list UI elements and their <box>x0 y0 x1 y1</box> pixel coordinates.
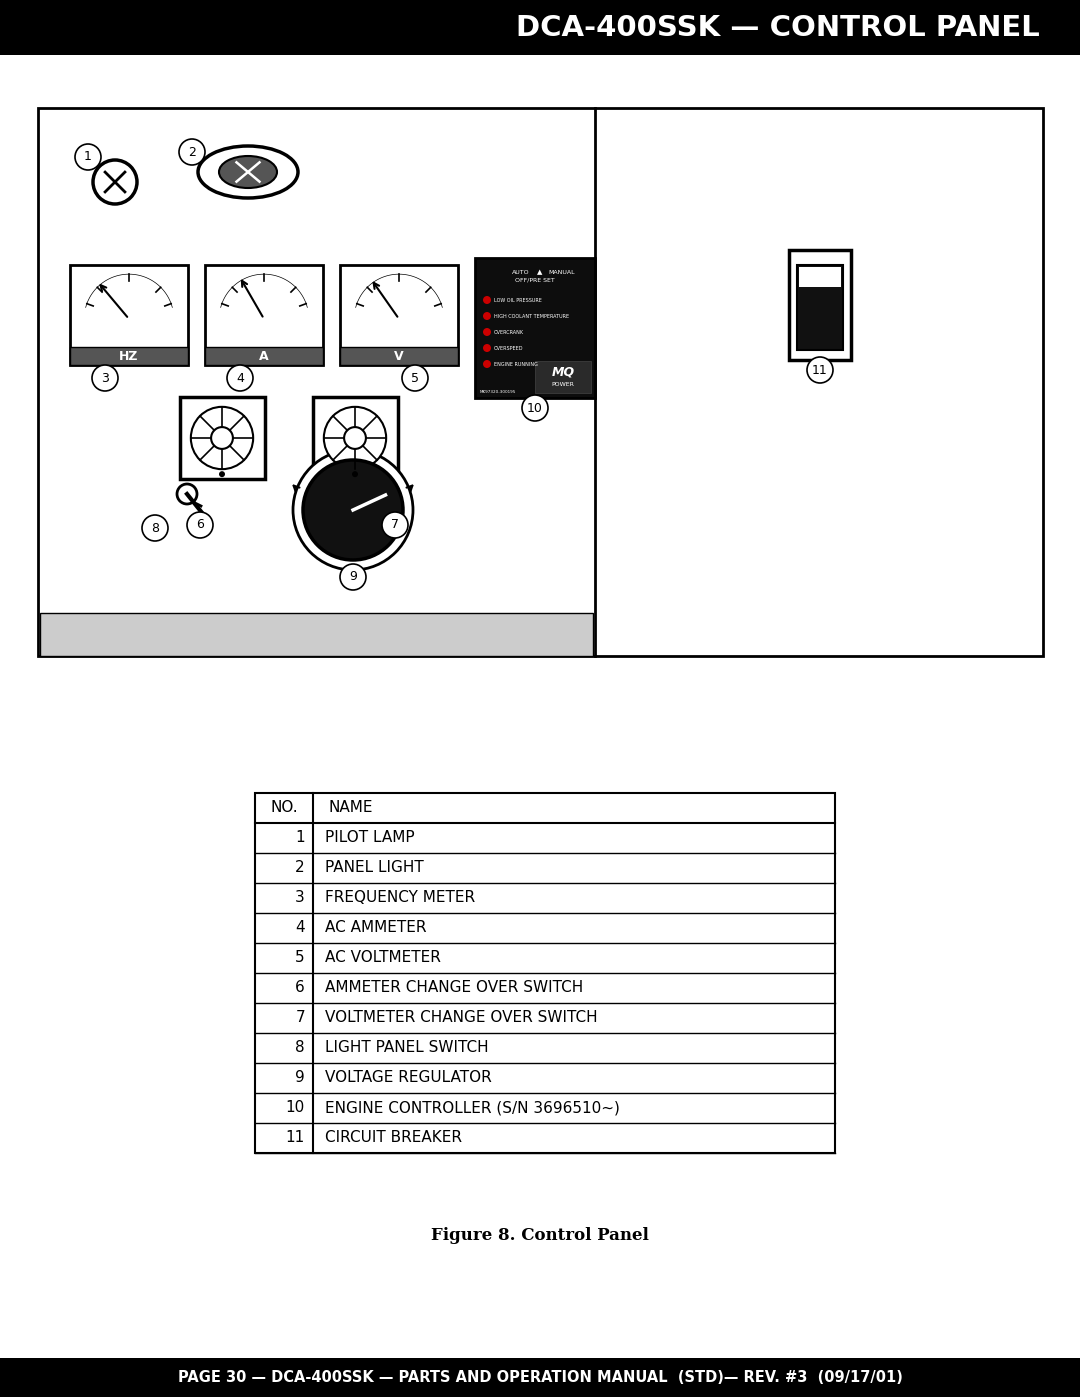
Text: 9: 9 <box>349 570 356 584</box>
Text: 11: 11 <box>286 1130 305 1146</box>
Bar <box>340 265 458 365</box>
Text: 1: 1 <box>84 151 92 163</box>
Bar <box>40 613 593 657</box>
Text: 10: 10 <box>527 401 543 415</box>
Text: 7: 7 <box>391 518 399 531</box>
Text: MK97320-300195: MK97320-300195 <box>480 390 516 394</box>
Text: 6: 6 <box>197 518 204 531</box>
Bar <box>38 108 1043 657</box>
Circle shape <box>219 471 225 478</box>
Text: 6: 6 <box>295 981 305 996</box>
Circle shape <box>345 427 366 448</box>
Circle shape <box>93 161 137 204</box>
Text: AMMETER CHANGE OVER SWITCH: AMMETER CHANGE OVER SWITCH <box>325 981 583 996</box>
Text: 2: 2 <box>295 861 305 876</box>
Bar <box>799 267 841 286</box>
Bar <box>535 360 592 393</box>
Text: LOW OIL PRESSURE: LOW OIL PRESSURE <box>494 298 542 303</box>
Circle shape <box>303 460 403 560</box>
Circle shape <box>483 344 491 352</box>
Text: VOLTMETER CHANGE OVER SWITCH: VOLTMETER CHANGE OVER SWITCH <box>325 1010 597 1025</box>
Text: OVERSPEED: OVERSPEED <box>494 345 524 351</box>
Text: 5: 5 <box>295 950 305 965</box>
Text: AC VOLTMETER: AC VOLTMETER <box>325 950 441 965</box>
Text: 9: 9 <box>295 1070 305 1085</box>
Circle shape <box>227 365 253 391</box>
Text: 4: 4 <box>237 372 244 384</box>
Text: 10: 10 <box>286 1101 305 1115</box>
Text: VOLTAGE REGULATOR: VOLTAGE REGULATOR <box>325 1070 491 1085</box>
Ellipse shape <box>198 147 298 198</box>
Bar <box>789 250 851 360</box>
Text: ENGINE CONTROLLER (S/N 3696510~): ENGINE CONTROLLER (S/N 3696510~) <box>325 1101 620 1115</box>
Text: 3: 3 <box>295 890 305 905</box>
Text: 3: 3 <box>102 372 109 384</box>
Circle shape <box>75 144 102 170</box>
Text: 1: 1 <box>295 830 305 845</box>
Text: AC AMMETER: AC AMMETER <box>325 921 427 936</box>
Text: Figure 8. Control Panel: Figure 8. Control Panel <box>431 1227 649 1243</box>
Text: DCA-400SSK — CONTROL PANEL: DCA-400SSK — CONTROL PANEL <box>516 14 1039 42</box>
Bar <box>205 346 323 365</box>
Text: AUTO: AUTO <box>512 270 529 274</box>
Bar <box>70 346 188 365</box>
Circle shape <box>352 471 357 478</box>
Bar <box>205 265 323 365</box>
Text: OVERCRANK: OVERCRANK <box>494 330 524 334</box>
Text: ENGINE RUNNING: ENGINE RUNNING <box>494 362 538 366</box>
Text: FREQUENCY METER: FREQUENCY METER <box>325 890 475 905</box>
Circle shape <box>483 328 491 337</box>
Text: CIRCUIT BREAKER: CIRCUIT BREAKER <box>325 1130 462 1146</box>
Text: POWER: POWER <box>552 381 575 387</box>
Text: NO.: NO. <box>270 800 298 816</box>
Circle shape <box>211 427 233 448</box>
Text: NAME: NAME <box>328 800 373 816</box>
Text: LIGHT PANEL SWITCH: LIGHT PANEL SWITCH <box>325 1041 488 1056</box>
Text: 7: 7 <box>295 1010 305 1025</box>
Ellipse shape <box>219 156 276 189</box>
Text: HIGH COOLANT TEMPERATURE: HIGH COOLANT TEMPERATURE <box>494 313 569 319</box>
Bar <box>70 265 188 365</box>
Text: MQ: MQ <box>552 366 575 379</box>
Bar <box>312 397 397 479</box>
Text: PILOT LAMP: PILOT LAMP <box>325 830 415 845</box>
Circle shape <box>293 450 413 570</box>
Bar <box>255 793 835 1153</box>
Text: A: A <box>259 349 269 362</box>
Bar <box>179 397 265 479</box>
Circle shape <box>92 365 118 391</box>
Text: 2: 2 <box>188 145 195 158</box>
Bar <box>797 265 843 351</box>
Text: 11: 11 <box>812 363 828 377</box>
Circle shape <box>187 511 213 538</box>
Text: PAGE 30 — DCA-400SSK — PARTS AND OPERATION MANUAL  (STD)— REV. #3  (09/17/01): PAGE 30 — DCA-400SSK — PARTS AND OPERATI… <box>177 1370 903 1384</box>
Text: ▲: ▲ <box>537 270 542 275</box>
Bar <box>0 0 1080 54</box>
Circle shape <box>807 358 833 383</box>
Text: 8: 8 <box>151 521 159 535</box>
Bar <box>0 1358 1080 1397</box>
Text: 8: 8 <box>295 1041 305 1056</box>
Circle shape <box>141 515 168 541</box>
Bar <box>475 258 595 398</box>
Circle shape <box>179 138 205 165</box>
Circle shape <box>483 296 491 305</box>
Text: PANEL LIGHT: PANEL LIGHT <box>325 861 423 876</box>
Text: OFF/PRE SET: OFF/PRE SET <box>515 278 555 282</box>
Circle shape <box>483 312 491 320</box>
Text: HZ: HZ <box>119 349 138 362</box>
Circle shape <box>483 360 491 367</box>
Circle shape <box>324 407 387 469</box>
Circle shape <box>382 511 408 538</box>
Bar <box>340 346 458 365</box>
Circle shape <box>340 564 366 590</box>
Circle shape <box>191 407 253 469</box>
Circle shape <box>402 365 428 391</box>
Circle shape <box>177 483 197 504</box>
Circle shape <box>522 395 548 420</box>
Text: 4: 4 <box>295 921 305 936</box>
Text: 5: 5 <box>411 372 419 384</box>
Text: V: V <box>394 349 404 362</box>
Text: MANUAL: MANUAL <box>548 270 575 274</box>
